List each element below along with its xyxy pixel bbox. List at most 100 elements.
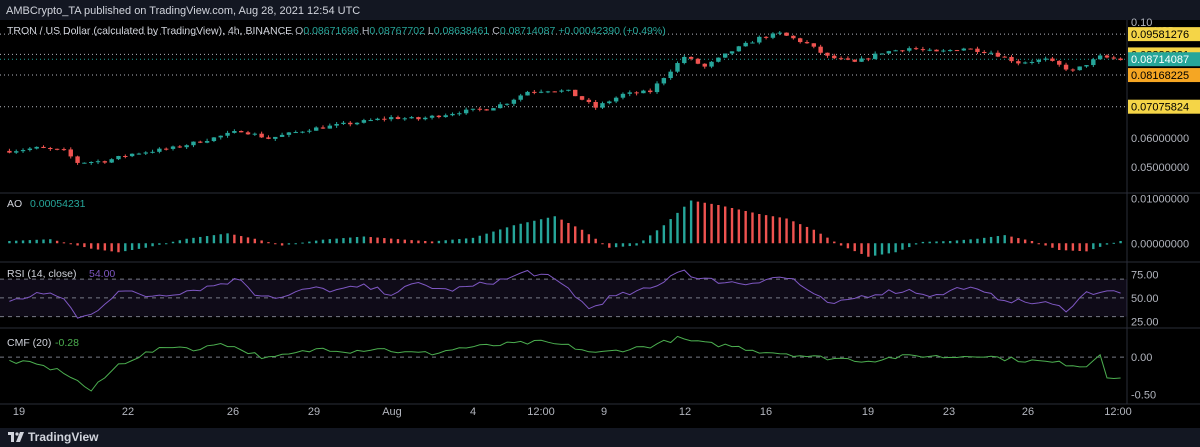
cmf-line — [9, 335, 1121, 392]
ao-bar — [914, 243, 918, 245]
ao-bar — [342, 238, 345, 244]
candle-body — [164, 148, 169, 150]
ohlc-high-value: 0.08767702 — [369, 25, 425, 37]
candle-body — [893, 50, 898, 52]
rsi-title: RSI (14, close) — [7, 268, 76, 280]
ao-bar — [1003, 235, 1006, 244]
ao-bar — [403, 239, 406, 244]
ohlc-close-value: 0.08714087 — [500, 25, 556, 37]
ao-bar — [151, 243, 154, 247]
rsi-tick-label: 25.00 — [1131, 316, 1159, 328]
x-tick-label: 29 — [308, 406, 320, 418]
ao-bar — [8, 241, 11, 244]
ao-bar — [539, 219, 543, 244]
ao-bar — [1037, 243, 1040, 245]
ao-bar — [696, 201, 700, 244]
ao-bar — [737, 209, 741, 244]
candle-body — [525, 91, 530, 96]
x-tick-label: 12:00 — [1104, 406, 1132, 418]
ao-bar — [62, 242, 66, 244]
candle-body — [1029, 61, 1035, 63]
candle-body — [429, 115, 435, 118]
ao-bar — [880, 243, 884, 255]
ao-bar — [144, 243, 147, 248]
ao-bar — [69, 243, 72, 245]
ao-bar — [771, 216, 775, 244]
ao-bar — [274, 243, 277, 245]
ao-bar — [894, 243, 897, 253]
candle-body — [879, 53, 885, 55]
ao-bar — [662, 225, 666, 244]
ao-bar — [117, 243, 120, 253]
footer-bar — [0, 428, 1200, 447]
ao-bar — [239, 236, 243, 244]
ao-bar — [935, 241, 938, 244]
ao-bar — [212, 235, 216, 244]
candle-body — [668, 71, 673, 79]
candle-body — [463, 109, 469, 114]
ao-bar — [1064, 243, 1068, 251]
ao-bar — [574, 226, 577, 244]
candle-body — [763, 36, 769, 38]
publish-header: AMBCrypto_TA published on TradingView.co… — [6, 5, 361, 17]
candle-body — [702, 63, 707, 67]
candle-body — [218, 135, 223, 138]
candle-body — [723, 53, 728, 58]
ao-bar — [976, 238, 979, 244]
candle-body — [920, 49, 926, 51]
candle-body — [245, 132, 251, 135]
candle-body — [1070, 69, 1076, 71]
ao-bar — [1051, 243, 1054, 248]
candle-body — [177, 146, 183, 148]
ao-bar — [42, 239, 45, 244]
candle-body — [872, 53, 878, 59]
candle-body — [736, 46, 742, 52]
ao-bar — [744, 211, 747, 244]
candle-body — [729, 51, 735, 54]
candle-body — [1009, 56, 1014, 62]
candle-body — [252, 133, 258, 135]
ao-bar — [294, 243, 297, 245]
ao-bar — [1078, 243, 1081, 252]
candle-body — [927, 49, 932, 51]
ao-bar — [826, 237, 829, 244]
ao-bar — [130, 243, 134, 250]
ao-bar — [369, 237, 372, 244]
candle-body — [859, 58, 864, 62]
ao-bar — [55, 240, 59, 244]
ao-bar — [812, 229, 816, 244]
candle-body — [361, 120, 367, 123]
ao-bar — [642, 240, 645, 244]
ao-bar — [1044, 243, 1047, 246]
ao-bar — [49, 239, 52, 244]
ao-bar — [205, 236, 209, 244]
candle-body — [907, 48, 912, 51]
ohlc-low-value: 0.08638461 — [434, 25, 490, 37]
tradingview-logo[interactable]: TradingView — [8, 430, 98, 444]
candle-body — [743, 42, 748, 47]
ao-bar — [451, 239, 454, 244]
ao-bar — [730, 208, 734, 244]
candle-body — [913, 48, 919, 50]
ao-bar — [328, 239, 332, 244]
ao-bar — [301, 242, 304, 244]
ao-bar — [983, 237, 986, 244]
ao-bar — [1098, 243, 1102, 247]
candle-body — [116, 155, 121, 160]
candle-body — [607, 101, 612, 104]
candle-body — [14, 151, 19, 153]
candle-body — [538, 91, 544, 93]
rsi-line — [9, 269, 1121, 319]
candle-body — [634, 92, 639, 94]
ao-tick-label: 0.01000000 — [1131, 193, 1189, 205]
candle-body — [477, 108, 482, 110]
ao-bar — [948, 241, 952, 244]
candle-body — [198, 141, 203, 143]
ao-bar — [962, 239, 965, 244]
ao-bar — [1058, 243, 1061, 250]
candle-body — [586, 99, 592, 102]
ao-bar — [526, 222, 529, 244]
ao-bar — [171, 241, 175, 244]
ao-bar — [689, 200, 693, 244]
